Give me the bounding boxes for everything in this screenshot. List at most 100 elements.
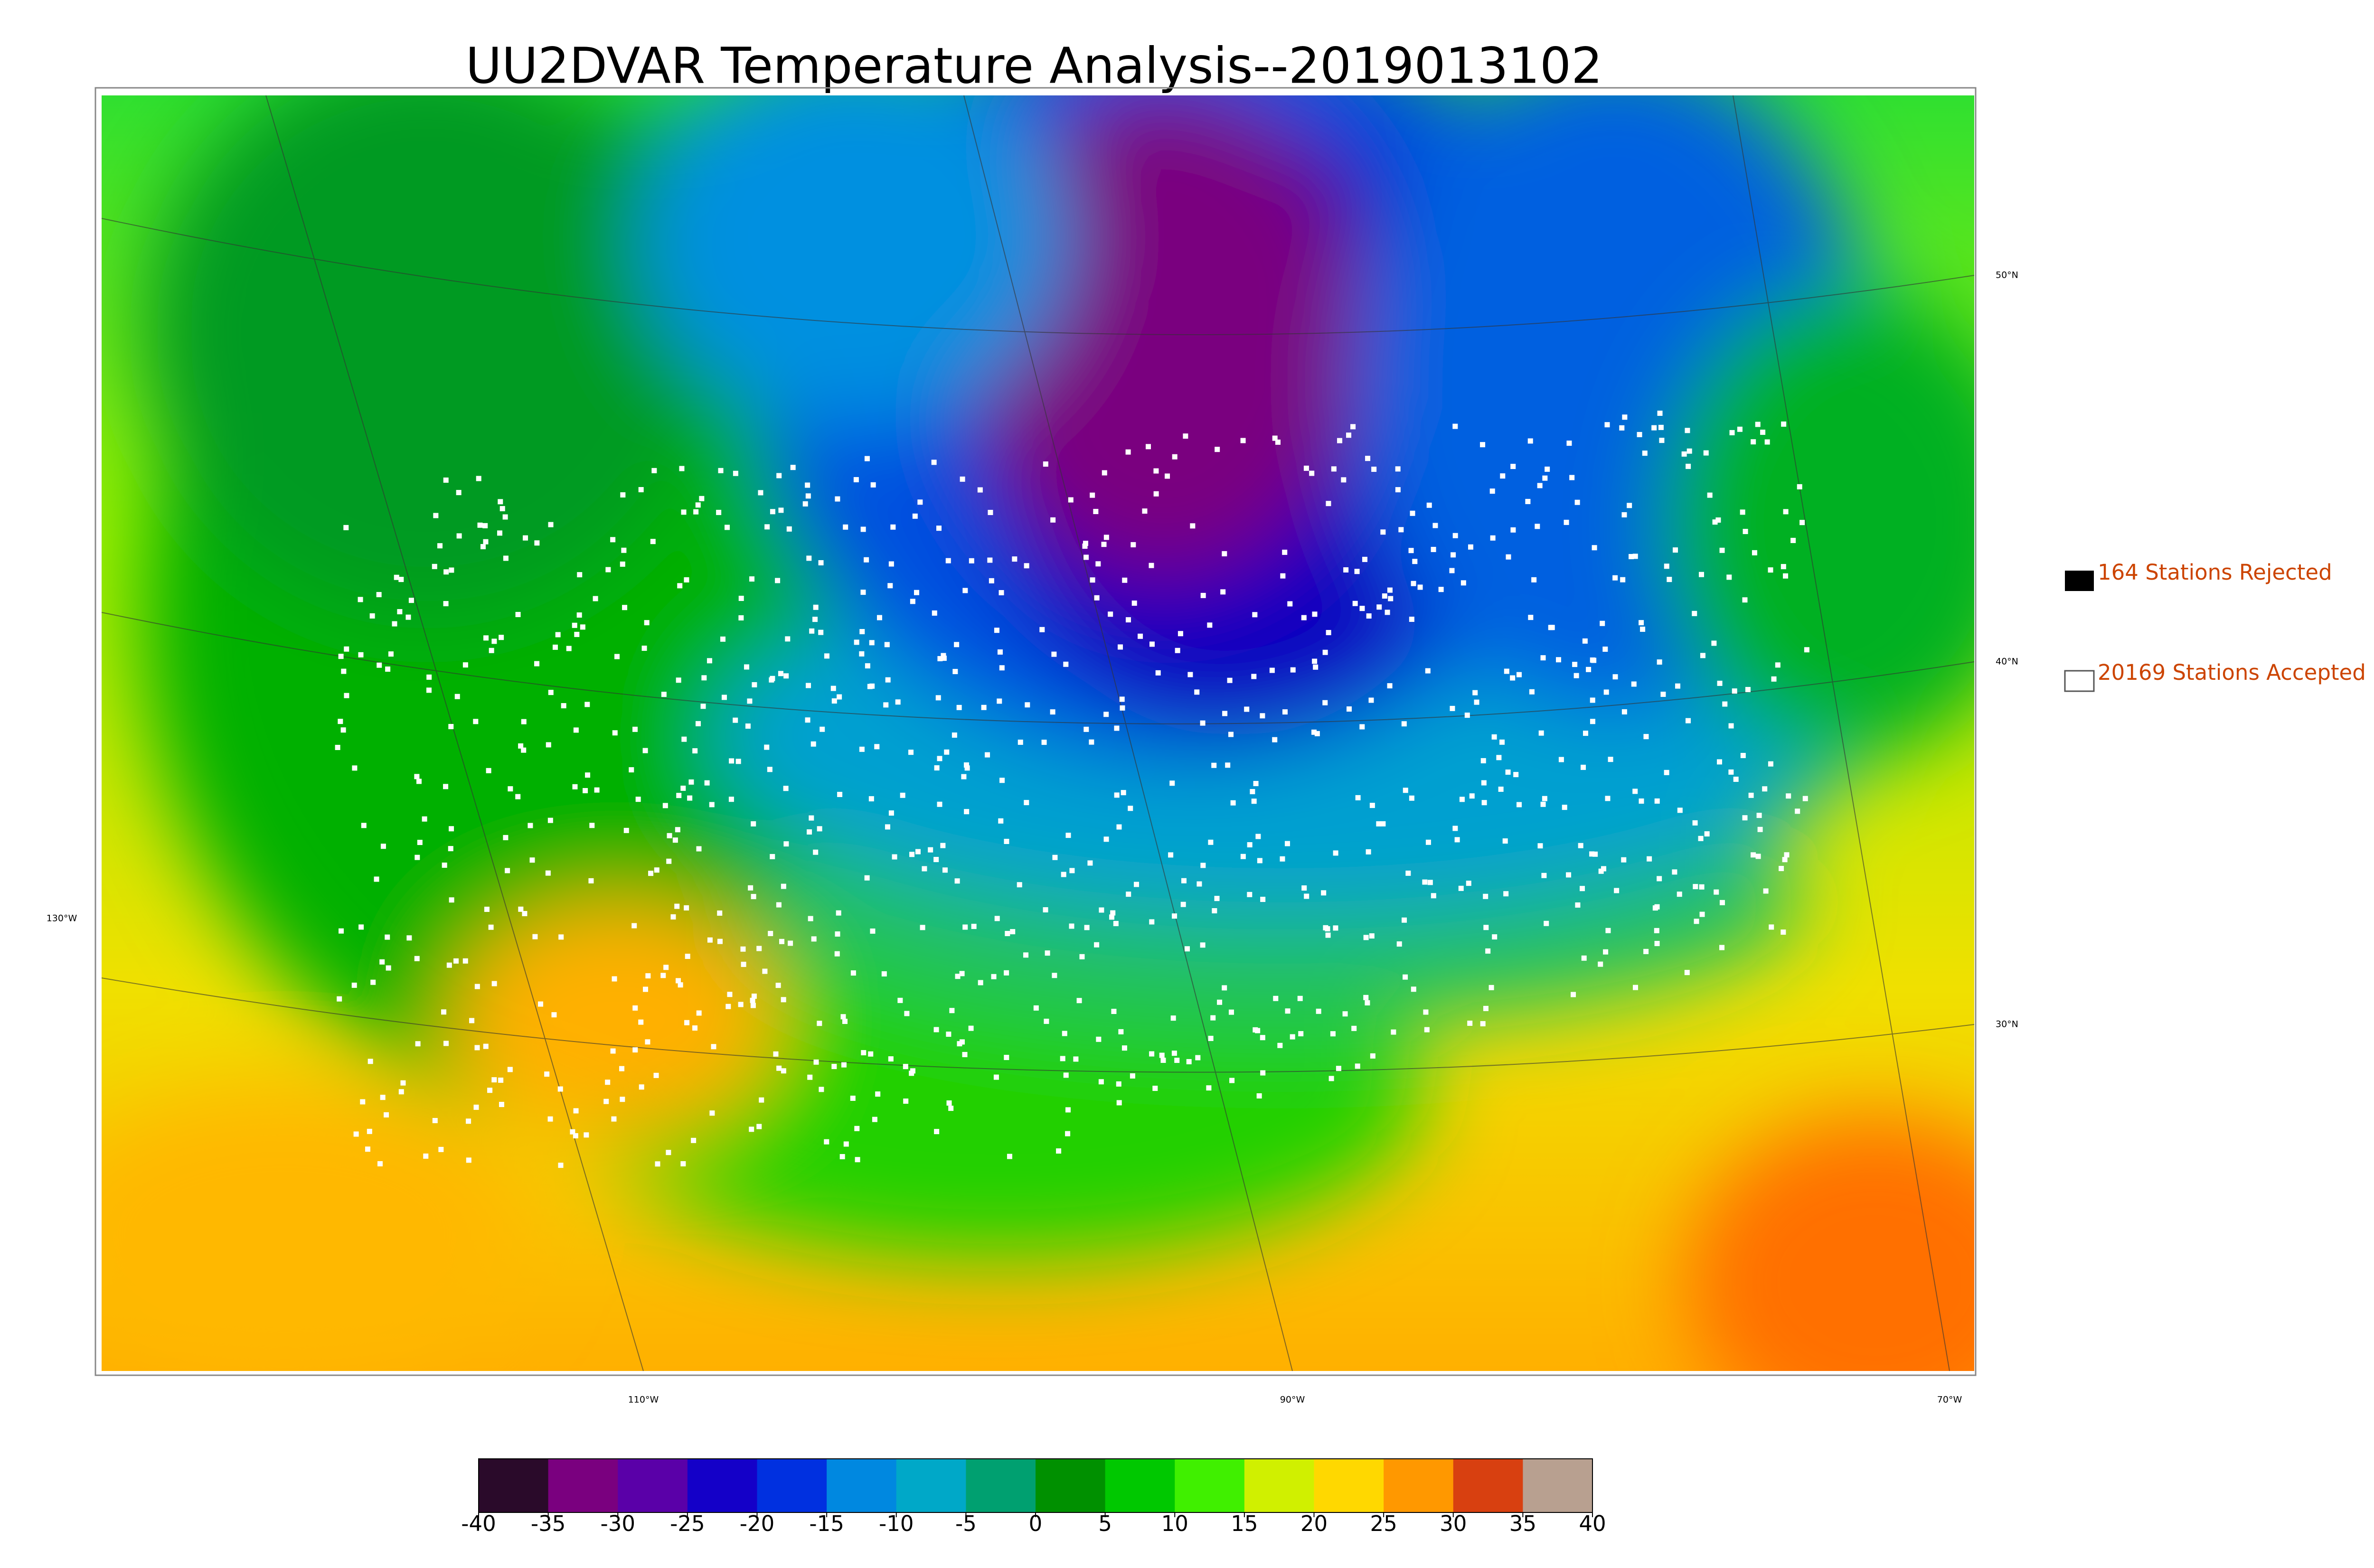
station-marker xyxy=(1322,700,1328,705)
station-marker xyxy=(864,557,869,563)
station-marker xyxy=(1068,497,1074,503)
station-marker xyxy=(1181,878,1187,883)
station-marker xyxy=(622,605,628,610)
station-marker xyxy=(1468,544,1473,550)
station-marker xyxy=(994,916,1000,921)
station-marker xyxy=(376,592,382,598)
station-marker xyxy=(1371,466,1377,472)
station-marker xyxy=(1359,724,1365,730)
station-marker xyxy=(884,642,890,648)
station-marker xyxy=(1760,430,1766,435)
station-marker xyxy=(830,685,836,691)
station-marker xyxy=(1537,843,1543,849)
station-marker xyxy=(498,499,503,505)
station-marker xyxy=(812,617,818,622)
station-marker xyxy=(1699,884,1705,890)
station-marker xyxy=(1122,577,1128,583)
station-marker xyxy=(870,928,876,934)
station-marker xyxy=(707,937,713,943)
station-marker xyxy=(954,642,960,648)
station-marker xyxy=(1387,587,1393,593)
station-marker xyxy=(584,702,590,707)
station-marker xyxy=(338,654,344,659)
station-marker xyxy=(365,1146,370,1152)
station-marker xyxy=(612,976,617,982)
station-marker xyxy=(574,631,580,637)
station-marker xyxy=(1715,517,1721,523)
station-marker xyxy=(1079,954,1085,959)
station-marker xyxy=(1126,892,1131,897)
station-marker xyxy=(1321,890,1327,896)
station-marker xyxy=(448,724,454,730)
station-marker xyxy=(959,1039,965,1045)
station-marker xyxy=(861,1050,867,1055)
station-marker xyxy=(1748,792,1754,798)
station-marker xyxy=(843,1141,849,1147)
station-marker xyxy=(414,956,420,961)
station-marker xyxy=(426,674,432,680)
station-marker xyxy=(1531,577,1537,582)
station-marker xyxy=(1513,772,1519,778)
station-marker xyxy=(1786,793,1791,799)
station-marker xyxy=(910,599,915,604)
colorbar-segment xyxy=(1175,1459,1245,1512)
station-marker xyxy=(1073,1056,1079,1062)
station-marker xyxy=(1175,648,1180,653)
colorbar-segment xyxy=(966,1459,1036,1512)
station-marker xyxy=(1039,627,1045,632)
colorbar-tick-label: 15 xyxy=(1231,1511,1258,1536)
station-marker xyxy=(1510,675,1516,681)
station-marker xyxy=(1240,854,1246,859)
station-marker xyxy=(854,1126,860,1131)
station-marker xyxy=(870,482,876,488)
station-marker xyxy=(454,694,460,699)
station-marker xyxy=(1763,888,1769,894)
station-marker xyxy=(1692,820,1698,826)
station-marker xyxy=(711,1044,716,1050)
station-marker xyxy=(1114,725,1120,731)
station-marker xyxy=(1153,468,1159,474)
station-marker xyxy=(831,1064,837,1070)
station-marker xyxy=(1395,487,1401,493)
station-marker xyxy=(1757,826,1763,832)
station-marker xyxy=(1247,842,1253,847)
station-marker xyxy=(741,961,746,967)
station-marker xyxy=(1222,551,1227,556)
station-marker xyxy=(994,628,999,633)
station-marker xyxy=(386,965,391,971)
station-marker xyxy=(1244,706,1250,712)
station-marker xyxy=(960,476,965,482)
station-marker xyxy=(1422,879,1428,885)
station-marker xyxy=(859,629,865,635)
station-marker xyxy=(1474,699,1479,705)
station-marker xyxy=(1424,1027,1430,1033)
station-marker xyxy=(1044,1018,1049,1024)
station-marker xyxy=(1409,617,1414,622)
station-marker xyxy=(813,1059,819,1065)
station-marker xyxy=(1790,537,1796,543)
station-marker xyxy=(629,767,634,773)
station-marker xyxy=(805,717,810,723)
station-marker xyxy=(691,1137,697,1143)
station-marker xyxy=(1571,992,1576,997)
station-marker xyxy=(661,692,667,697)
station-marker xyxy=(1284,841,1290,846)
station-marker xyxy=(655,1161,660,1167)
station-marker xyxy=(1273,995,1279,1001)
station-marker xyxy=(751,821,756,826)
lat-label: 40°N xyxy=(1996,657,2018,667)
station-marker xyxy=(1119,696,1125,702)
station-marker xyxy=(374,876,379,882)
station-marker xyxy=(937,801,942,807)
station-marker xyxy=(1603,689,1609,695)
station-marker xyxy=(523,535,528,541)
station-marker xyxy=(1660,692,1666,697)
station-marker xyxy=(1212,908,1217,914)
station-marker xyxy=(1764,439,1770,445)
station-marker xyxy=(751,894,756,900)
station-marker xyxy=(1089,739,1094,745)
station-marker xyxy=(1454,837,1460,843)
station-marker xyxy=(638,1019,644,1025)
station-marker xyxy=(1280,856,1285,862)
station-marker xyxy=(1045,950,1050,956)
